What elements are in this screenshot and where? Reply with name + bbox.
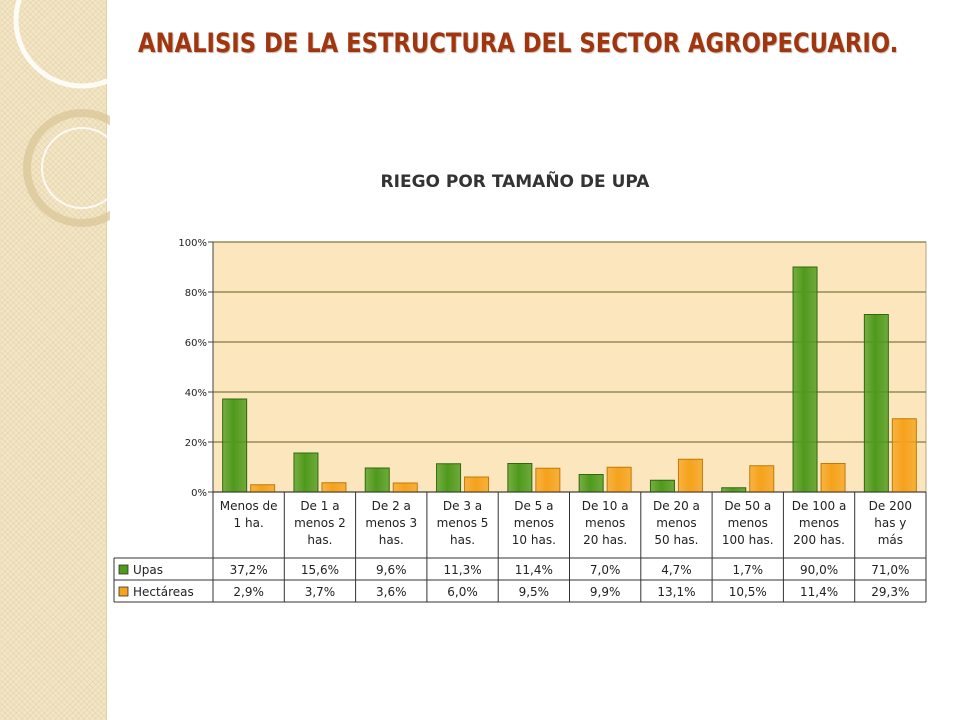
- data-label: 9,6%: [376, 563, 407, 577]
- decorative-circles: [13, 0, 110, 227]
- bar-upas: [792, 266, 818, 493]
- bar-upas: [436, 463, 462, 493]
- x-tick-label: De 200: [869, 499, 912, 513]
- bar-hectareas: [891, 418, 917, 493]
- y-tick-label: 80%: [185, 288, 207, 299]
- x-tick-label: De 10 a: [582, 499, 629, 513]
- bar-upas: [293, 452, 319, 493]
- x-tick-label: has.: [307, 533, 332, 547]
- bar-upas: [364, 467, 390, 493]
- bar-upas: [222, 398, 248, 493]
- x-tick-label: 10 has.: [512, 533, 556, 547]
- y-tick-label: 40%: [185, 388, 207, 399]
- x-tick-label: 100 has.: [722, 533, 774, 547]
- data-label: 9,9%: [590, 585, 621, 599]
- data-label: 9,5%: [519, 585, 550, 599]
- x-tick-label: De 1 a: [300, 499, 339, 513]
- data-label: 4,7%: [661, 563, 692, 577]
- data-label: 37,2%: [230, 563, 268, 577]
- x-tick-label: más: [878, 533, 903, 547]
- x-tick-label: De 100 a: [792, 499, 847, 513]
- bar-hectareas: [606, 466, 632, 493]
- bar-hectareas: [535, 467, 561, 493]
- x-tick-label: De 50 a: [724, 499, 771, 513]
- bar-hectareas: [820, 463, 846, 493]
- bar-upas: [649, 479, 675, 493]
- data-label: 29,3%: [871, 585, 909, 599]
- x-tick-label: has.: [450, 533, 475, 547]
- x-tick-label: 20 has.: [583, 533, 627, 547]
- x-tick-label: menos: [799, 516, 839, 530]
- x-tick-label: menos: [728, 516, 768, 530]
- data-label: 1,7%: [733, 563, 764, 577]
- data-label: 2,9%: [233, 585, 264, 599]
- data-label: 3,7%: [305, 585, 336, 599]
- x-tick-label: menos 3: [365, 516, 417, 530]
- x-tick-label: menos: [656, 516, 696, 530]
- bar-hectareas: [321, 482, 347, 493]
- x-tick-label: has.: [379, 533, 404, 547]
- x-tick-label: 1 ha.: [234, 516, 264, 530]
- x-tick-label: menos 2: [294, 516, 346, 530]
- x-tick-label: De 20 a: [653, 499, 700, 513]
- data-label: 11,4%: [800, 585, 838, 599]
- data-label: 71,0%: [871, 563, 909, 577]
- legend-swatch-hectareas: [118, 586, 129, 597]
- data-label: 15,6%: [301, 563, 339, 577]
- x-tick-label: menos 5: [437, 516, 489, 530]
- data-label: 90,0%: [800, 563, 838, 577]
- x-tick-label: has y: [874, 516, 906, 530]
- bar-hectareas: [392, 482, 418, 493]
- slide-title: ANALISIS DE LA ESTRUCTURA DEL SECTOR AGR…: [138, 28, 899, 59]
- bar-upas: [578, 474, 604, 493]
- x-tick-label: menos: [585, 516, 625, 530]
- bar-upas: [507, 463, 533, 493]
- data-label: 7,0%: [590, 563, 621, 577]
- bar-upas: [863, 314, 889, 493]
- x-tick-label: De 3 a: [443, 499, 482, 513]
- y-tick-label: 0%: [191, 488, 207, 499]
- legend-label: Upas: [133, 563, 163, 577]
- x-tick-label: 50 has.: [654, 533, 698, 547]
- x-tick-label: 200 has.: [793, 533, 845, 547]
- bar-hectareas: [677, 458, 703, 493]
- chart-title: RIEGO POR TAMAÑO DE UPA: [381, 169, 651, 192]
- x-tick-label: De 5 a: [514, 499, 553, 513]
- y-tick-label: 20%: [185, 438, 207, 449]
- bar-upas: [721, 487, 747, 493]
- data-label: 10,5%: [729, 585, 767, 599]
- data-label: 13,1%: [657, 585, 695, 599]
- data-label: 11,4%: [515, 563, 553, 577]
- plot-area: [212, 241, 927, 493]
- bar-hectareas: [464, 476, 490, 493]
- bar-hectareas: [749, 465, 775, 493]
- data-label: 3,6%: [376, 585, 407, 599]
- y-tick-label: 100%: [178, 238, 207, 249]
- x-tick-label: De 2 a: [372, 499, 411, 513]
- x-tick-label: Menos de: [220, 499, 278, 513]
- x-tick-label: menos: [514, 516, 554, 530]
- data-label: 11,3%: [443, 563, 481, 577]
- y-tick-label: 60%: [185, 338, 207, 349]
- legend-swatch-upas: [118, 564, 129, 575]
- data-label: 6,0%: [447, 585, 478, 599]
- legend-label: Hectáreas: [133, 585, 194, 599]
- bar-hectareas: [250, 484, 276, 493]
